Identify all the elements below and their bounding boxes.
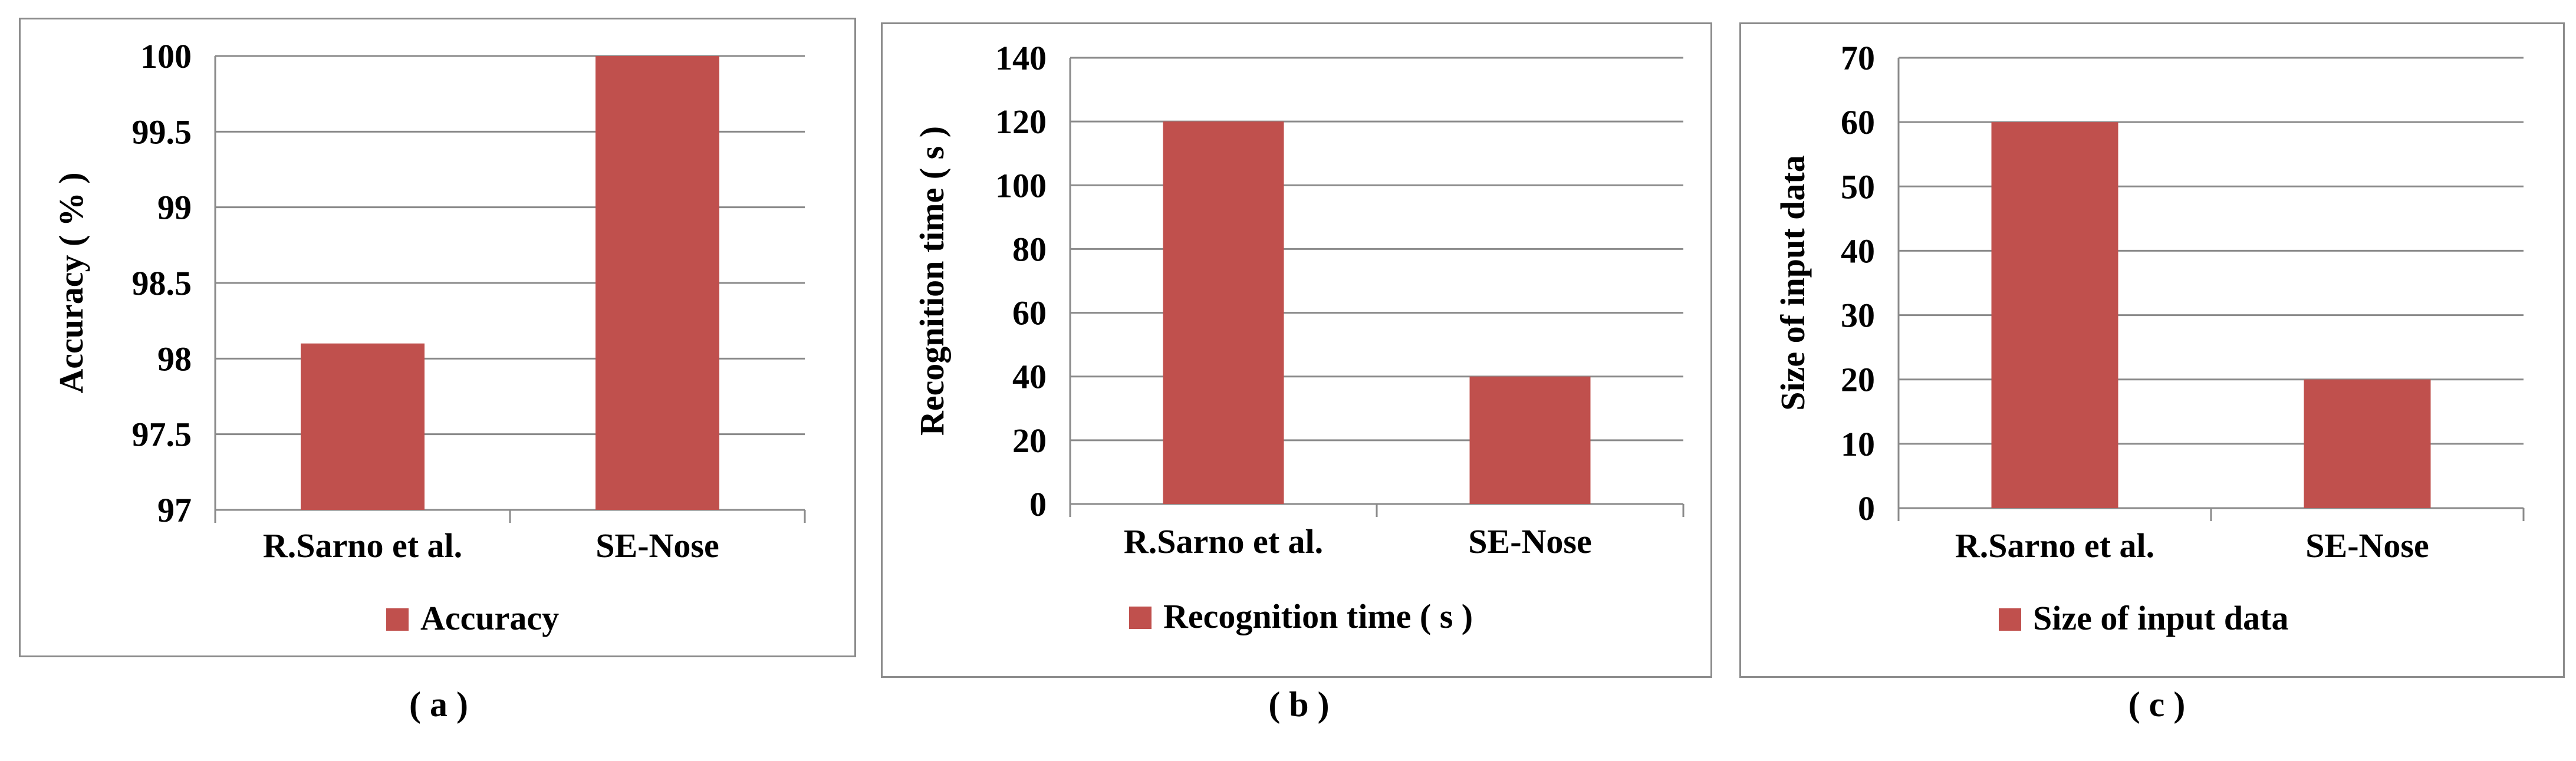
- category-label: R.Sarno et al.: [1124, 522, 1323, 561]
- y-axis-label: Recognition time ( s ): [913, 126, 951, 436]
- legend-swatch: [386, 608, 409, 631]
- legend-label: Accuracy: [420, 599, 559, 637]
- y-tick-label: 97: [157, 491, 192, 529]
- y-tick-label: 98: [157, 340, 192, 378]
- panel-c-frame: [1739, 22, 2565, 678]
- category-label: R.Sarno et al.: [1955, 526, 2154, 565]
- legend-swatch: [1129, 607, 1152, 629]
- category-label: SE-Nose: [1468, 522, 1591, 561]
- panel-b-frame: [881, 22, 1712, 678]
- y-tick-label: 60: [1841, 103, 1875, 141]
- y-tick-label: 40: [1012, 358, 1047, 396]
- category-label: R.Sarno et al.: [263, 526, 462, 565]
- y-tick-label: 0: [1858, 489, 1875, 528]
- y-axis-label: Accuracy ( % ): [52, 172, 90, 393]
- category-label: SE-Nose: [2305, 526, 2429, 565]
- panel-caption-b: ( b ): [1268, 685, 1330, 724]
- y-tick-label: 100: [140, 37, 192, 75]
- y-tick-label: 20: [1841, 361, 1875, 399]
- legend-swatch: [1999, 608, 2021, 631]
- y-tick-label: 20: [1012, 421, 1047, 460]
- bar-se-nose: [1469, 376, 1591, 504]
- y-tick-label: 70: [1841, 39, 1875, 77]
- chart-input-size: 0 10 20 30 40 50 60 70 R.Sarno et al. SE-Nose Size…: [1774, 39, 2525, 637]
- legend-label: Size of input data: [2033, 599, 2288, 637]
- y-tick-label: 140: [995, 39, 1047, 77]
- y-tick-label: 60: [1012, 294, 1047, 332]
- bar-se-nose: [596, 56, 719, 510]
- y-tick-label: 80: [1012, 230, 1047, 268]
- bar-se-nose: [2304, 379, 2431, 508]
- bar-r-sarno: [1991, 122, 2118, 509]
- bar-r-sarno: [301, 343, 425, 510]
- panel-caption-c: ( c ): [2128, 685, 2186, 724]
- legend-label: Recognition time ( s ): [1163, 597, 1473, 635]
- y-axis-label: Size of input data: [1774, 155, 1812, 410]
- y-tick-label: 40: [1841, 232, 1875, 270]
- y-tick-label: 120: [995, 103, 1047, 141]
- y-tick-label: 99: [157, 189, 192, 227]
- y-tick-label: 97.5: [132, 416, 192, 454]
- y-tick-label: 0: [1029, 485, 1047, 523]
- y-tick-label: 50: [1841, 167, 1875, 206]
- y-tick-label: 100: [995, 166, 1047, 205]
- y-tick-label: 99.5: [132, 113, 192, 151]
- y-tick-label: 30: [1841, 297, 1875, 335]
- bar-r-sarno: [1163, 121, 1284, 505]
- y-tick-label: 98.5: [132, 264, 192, 302]
- y-tick-label: 10: [1841, 425, 1875, 463]
- chart-accuracy: 97 97.5 98 98.5 99 99.5 100 R.Sarno et al. SE-No…: [52, 37, 806, 637]
- chart-recognition-time: 0 20 40 60 80 100 120 140 R.Sarno et al. SE-Nose R…: [913, 39, 1685, 635]
- panel-caption-a: ( a ): [409, 685, 468, 724]
- category-label: SE-Nose: [596, 526, 719, 565]
